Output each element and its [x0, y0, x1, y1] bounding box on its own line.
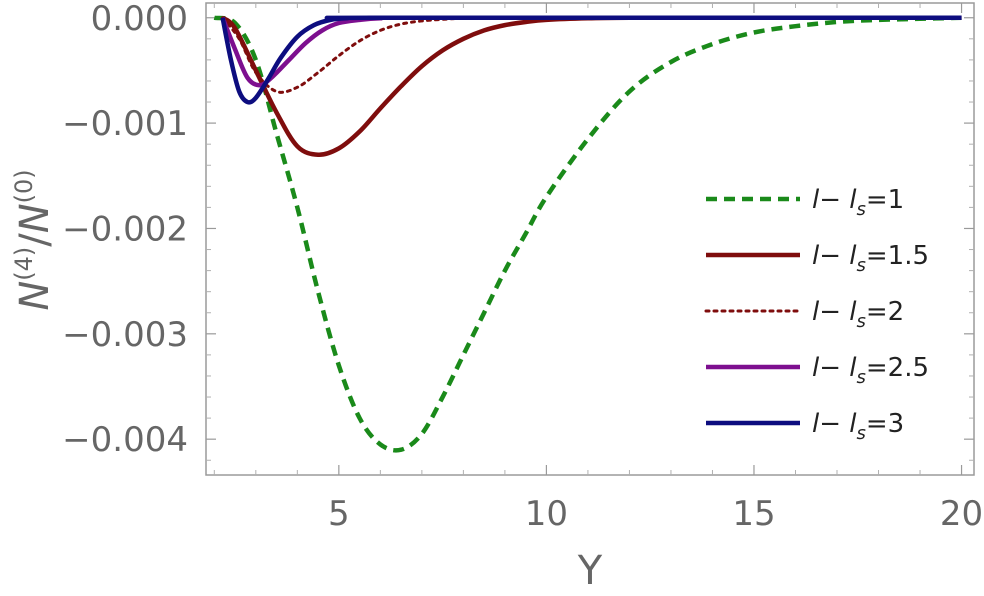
- tick-labels: 5 10 15 20 0.000 −0.001 −0.002 −0.003 −0.004: [62, 0, 983, 534]
- series-lines: [213, 15, 964, 453]
- x-tick-label: 5: [328, 494, 350, 534]
- legend-entry-4: l− ls=2.5: [812, 353, 929, 388]
- legend-entry-5: l− ls=3: [812, 409, 904, 444]
- y-tick-label: −0.002: [62, 209, 188, 249]
- x-tick-label: 20: [940, 494, 983, 534]
- series-line-1: [213, 15, 962, 453]
- y-label-base-2: N: [12, 203, 58, 233]
- y-tick-label: −0.004: [62, 420, 188, 460]
- series-line-5: [220, 15, 962, 105]
- y-label-slash: /: [12, 233, 58, 247]
- x-tick-label: 15: [732, 494, 775, 534]
- axis-ticks: [206, 3, 974, 475]
- y-tick-label: −0.003: [62, 315, 188, 355]
- legend-entry-1: l− ls=1: [812, 185, 904, 220]
- legend: l− ls=1 l− ls=1.5 l− ls=2 l− ls=2.5 l− ls=3: [704, 185, 929, 444]
- y-tick-label: −0.001: [62, 104, 188, 144]
- y-label-base-1: N: [12, 281, 58, 311]
- x-axis-label: Y: [577, 548, 603, 594]
- legend-entry-2: l− ls=1.5: [812, 241, 929, 276]
- series-line-4: [220, 15, 962, 88]
- x-tick-label: 10: [525, 494, 568, 534]
- series-line-3: [221, 16, 964, 94]
- y-axis-label: N(4)/N(0): [10, 169, 58, 310]
- plot-frame: [205, 2, 975, 476]
- y-label-sup-2: (0): [10, 169, 38, 203]
- legend-entry-3: l− ls=2: [812, 297, 904, 332]
- y-label-sup-1: (4): [10, 247, 38, 281]
- y-tick-label: 0.000: [91, 0, 188, 39]
